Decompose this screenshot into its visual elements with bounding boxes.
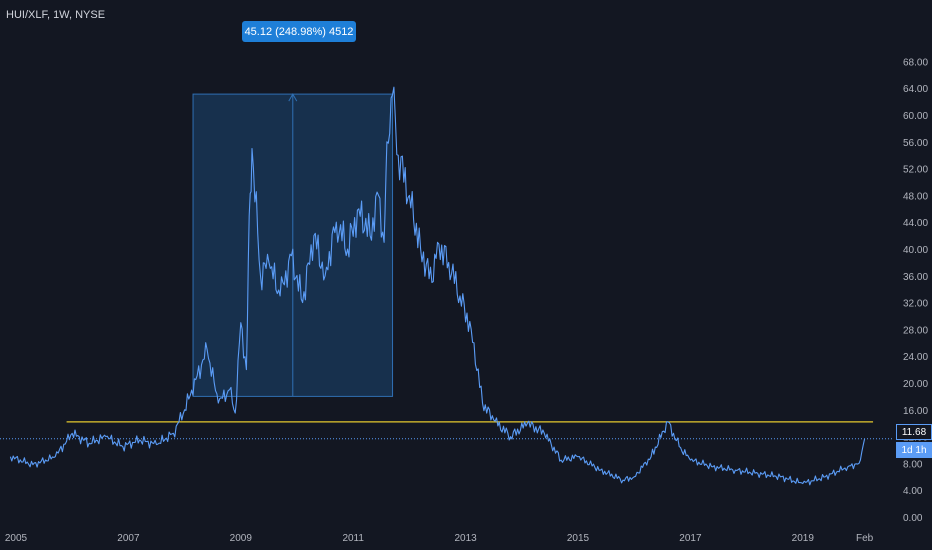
price-tick-label: 60.00: [903, 111, 928, 122]
price-tick-label: 40.00: [903, 245, 928, 256]
price-tick-label: 0.00: [903, 513, 923, 524]
time-tick-label: 2009: [230, 533, 253, 544]
bar-countdown-tag: 1d 1h: [896, 442, 932, 458]
price-tick-label: 44.00: [903, 218, 928, 229]
price-tick-label: 16.00: [903, 406, 928, 417]
symbol-title[interactable]: HUI/XLF, 1W, NYSE: [6, 9, 106, 21]
time-tick-label: 2011: [342, 533, 364, 544]
time-tick-label: 2015: [567, 533, 590, 544]
price-tick-label: 28.00: [903, 325, 928, 336]
time-tick-label: 2017: [679, 533, 702, 544]
measure-label: 45.12 (248.98%) 4512: [242, 21, 356, 42]
price-tick-label: 56.00: [903, 138, 928, 149]
price-tick-label: 52.00: [903, 165, 928, 176]
time-tick-label: 2007: [117, 533, 140, 544]
time-tick-label: 2013: [454, 533, 477, 544]
time-tick-label: Feb: [856, 533, 874, 544]
measure-arrow-head: [288, 93, 298, 102]
price-tick-label: 48.00: [903, 191, 928, 202]
price-tick-label: 24.00: [903, 352, 928, 363]
price-tick-label: 32.00: [903, 299, 928, 310]
price-tick-label: 20.00: [903, 379, 928, 390]
price-tick-label: 64.00: [903, 84, 928, 95]
time-tick-label: 2019: [792, 533, 815, 544]
price-tick-label: 68.00: [903, 57, 928, 68]
time-tick-label: 2005: [5, 533, 28, 544]
price-series: [9, 86, 866, 486]
reference-lines: [0, 421, 893, 440]
measure-tool[interactable]: [192, 93, 394, 397]
price-tick-label: 8.00: [903, 459, 923, 470]
price-tick-label: 36.00: [903, 272, 928, 283]
time-axis[interactable]: 2005 2007 2009 2011 2013 2015 2017 2019 Feb: [5, 533, 874, 544]
price-line: [9, 86, 866, 486]
last-price-tag: 11.68: [896, 424, 932, 440]
price-tick-label: 4.00: [903, 486, 923, 497]
